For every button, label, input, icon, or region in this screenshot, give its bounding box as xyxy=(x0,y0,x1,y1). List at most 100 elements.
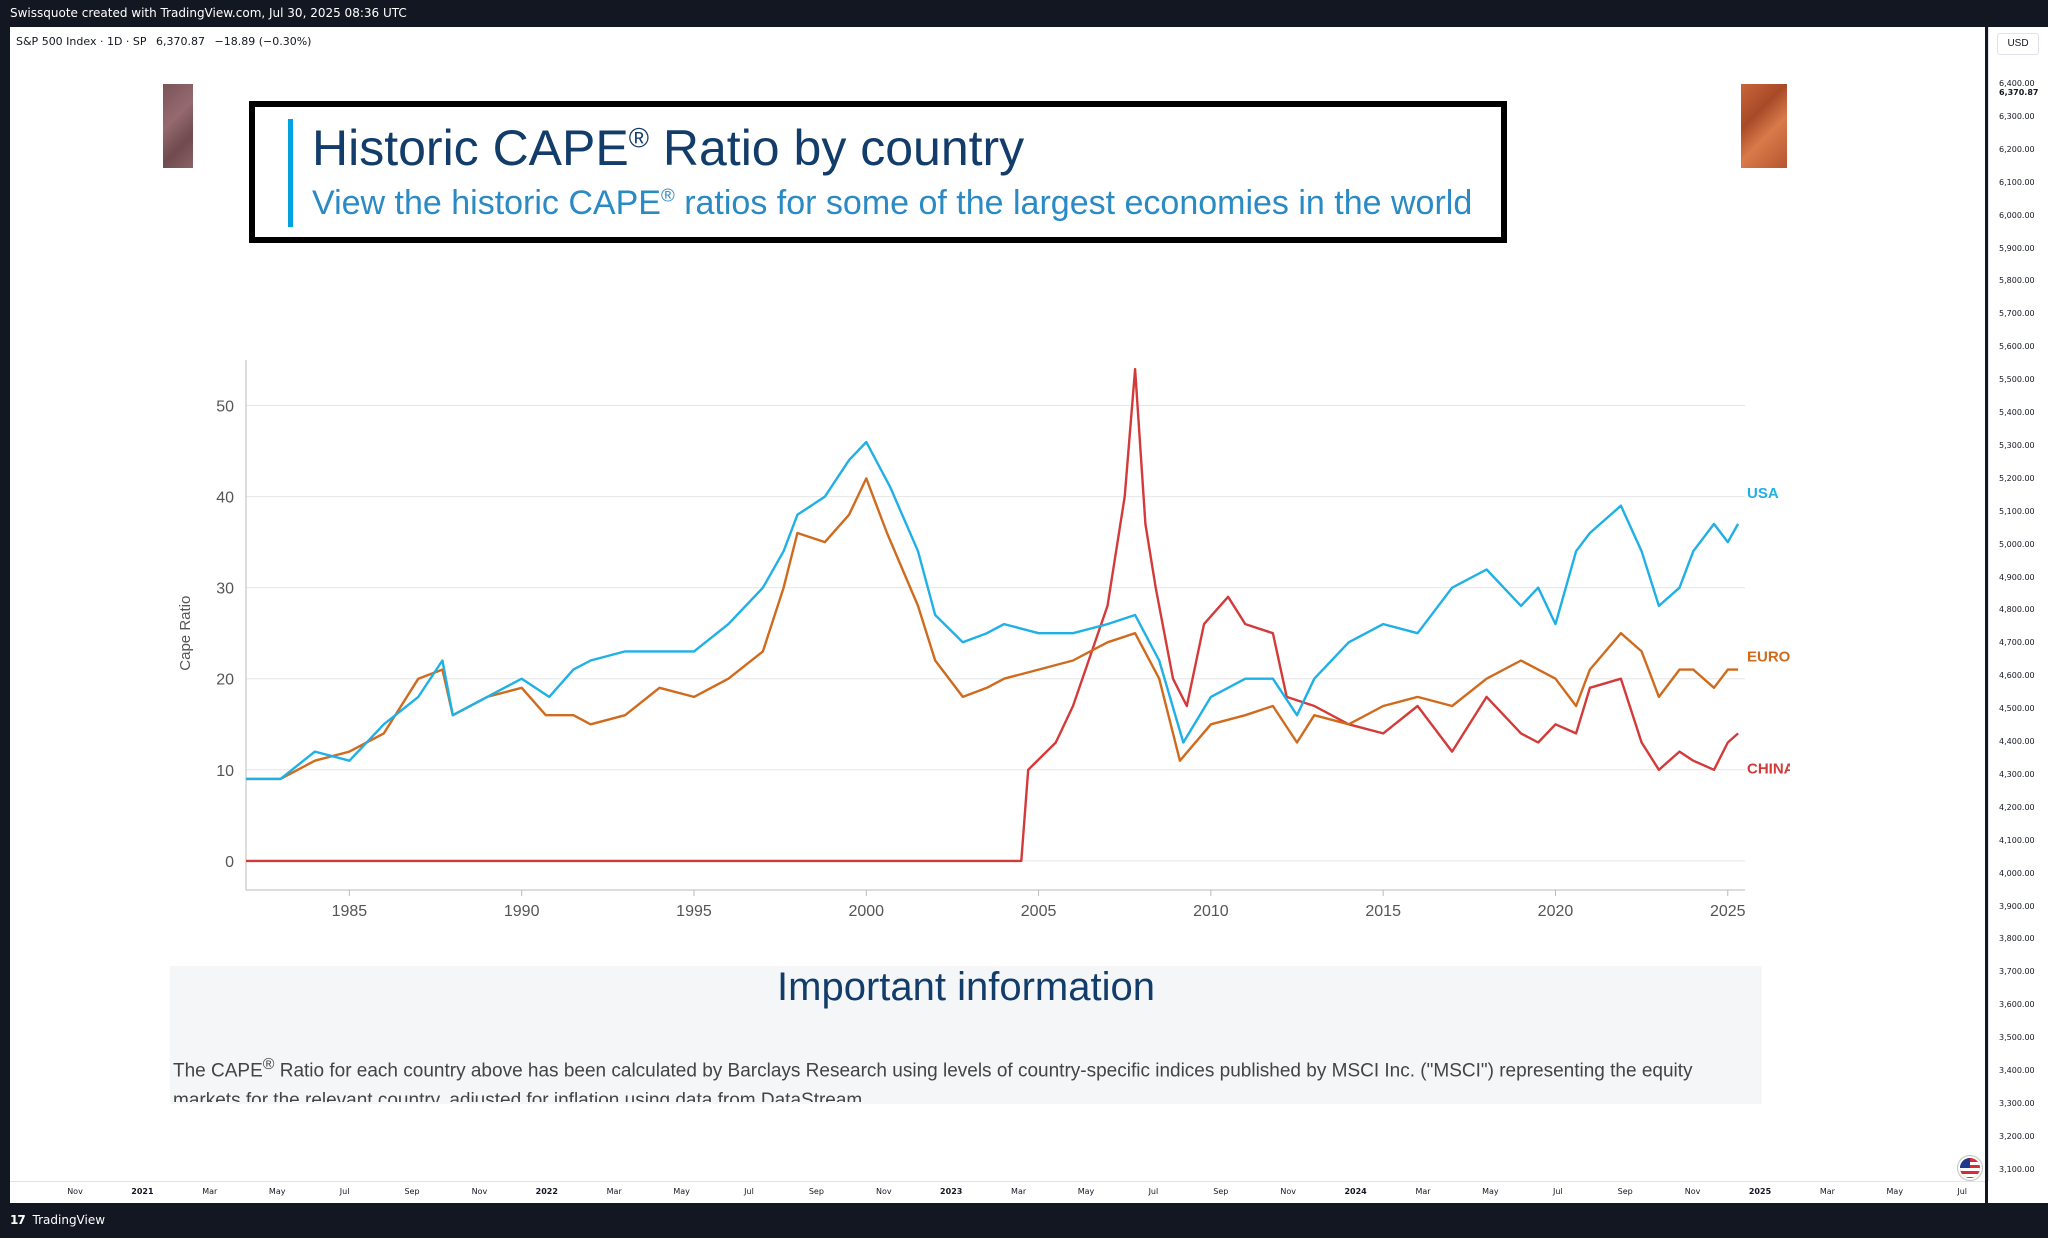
time-tick: May xyxy=(1482,1187,1499,1196)
x-tick-label: 2010 xyxy=(1193,903,1229,920)
decorative-image-right xyxy=(1741,84,1787,168)
price-tick: 5,100.00 xyxy=(1999,506,2035,516)
time-tick: Nov xyxy=(67,1187,83,1196)
time-axis[interactable]: Nov 2021 Mar May Jul Sep Nov 2022 Mar May Jul Sep No… xyxy=(10,1181,1985,1203)
price-tick: 5,000.00 xyxy=(1999,539,2035,549)
us-flag-icon[interactable] xyxy=(1958,1156,1982,1180)
price-tick: 6,370.87 xyxy=(1999,88,2039,97)
title-accent-bar xyxy=(288,119,293,227)
price-tick: 4,400.00 xyxy=(1999,737,2035,746)
chart-caption: Swissquote created with TradingView.com,… xyxy=(0,0,2048,27)
series-label-europe: EUROPE xyxy=(1747,649,1790,666)
tradingview-brand: TradingView xyxy=(32,1213,106,1227)
price-tick: 4,200.00 xyxy=(1999,802,2035,812)
y-tick-label: 0 xyxy=(225,854,234,871)
cape-ratio-chart: 0 10 20 30 40 50 1985 1990 1995 2000 2005 2010 2015 2… xyxy=(177,360,1790,920)
time-tick: May xyxy=(268,1187,286,1196)
cape-subtitle-reg: ® xyxy=(660,184,675,206)
time-tick: May xyxy=(1886,1187,1904,1196)
time-tick: 2024 xyxy=(1344,1187,1367,1196)
cape-title-box: Historic CAPE® Ratio by country View the… xyxy=(249,101,1507,243)
price-tick: 4,700.00 xyxy=(1999,638,2035,648)
price-tick: 4,800.00 xyxy=(1999,605,2035,615)
y-axis-label: Cape Ratio xyxy=(177,596,194,671)
time-tick: Nov xyxy=(875,1187,892,1196)
price-tick: 5,300.00 xyxy=(1999,440,2035,450)
series-label-china: CHINA xyxy=(1747,760,1790,777)
price-tick: 4,900.00 xyxy=(1999,572,2035,582)
axis-corner xyxy=(1988,1181,2048,1203)
series-line-europe xyxy=(246,477,1739,781)
cape-title: Historic CAPE® Ratio by country xyxy=(312,119,1024,177)
y-tick-label: 40 xyxy=(216,490,234,507)
x-tick-label: 2005 xyxy=(1021,903,1057,920)
time-tick: 2025 xyxy=(1748,1187,1772,1196)
price-tick: 5,900.00 xyxy=(1999,243,2035,253)
time-tick: Jul xyxy=(1957,1187,1968,1196)
time-tick: Mar xyxy=(606,1187,622,1196)
x-tick-label: 2015 xyxy=(1365,903,1401,920)
time-tick: May xyxy=(673,1187,690,1196)
time-tick: 2022 xyxy=(535,1187,558,1196)
currency-button[interactable]: USD xyxy=(1997,33,2039,55)
price-tick: 3,600.00 xyxy=(1999,1000,2035,1010)
time-tick: Sep xyxy=(808,1187,824,1196)
time-tick: May xyxy=(1077,1187,1095,1196)
time-tick: Nov xyxy=(471,1187,488,1196)
price-tick: 3,200.00 xyxy=(1999,1131,2035,1141)
price-tick: 3,100.00 xyxy=(1999,1164,2035,1174)
info-text-start: The CAPE xyxy=(173,1060,263,1082)
symbol-name[interactable]: S&P 500 Index · 1D · SP xyxy=(16,35,147,48)
price-tick: 3,900.00 xyxy=(1999,901,2035,911)
info-text-rest: Ratio for each country above has been ca… xyxy=(173,1060,1693,1102)
important-information-panel: Important information The CAPE® Ratio fo… xyxy=(170,966,1762,1104)
time-tick: 2021 xyxy=(131,1187,154,1196)
x-tick-label: 2020 xyxy=(1538,903,1574,920)
time-tick: Mar xyxy=(1819,1187,1835,1196)
cape-subtitle: View the historic CAPE® ratios for some … xyxy=(312,184,1472,223)
series-line-china xyxy=(246,367,1739,863)
x-tick-label: 1985 xyxy=(332,903,368,920)
time-tick: Mar xyxy=(1415,1187,1431,1196)
decorative-image-left xyxy=(163,84,193,168)
price-tick: 4,500.00 xyxy=(1999,704,2035,714)
price-tick: 5,400.00 xyxy=(1999,408,2035,417)
price-tick: 5,200.00 xyxy=(1999,473,2035,483)
y-tick-label: 30 xyxy=(216,581,234,598)
time-tick: Sep xyxy=(404,1187,420,1196)
time-tick: Mar xyxy=(202,1187,218,1196)
price-tick: 4,100.00 xyxy=(1999,835,2035,845)
time-tick: Sep xyxy=(1213,1187,1229,1196)
cape-title-main: Historic CAPE xyxy=(312,120,629,176)
price-tick: 5,700.00 xyxy=(1999,309,2035,319)
time-tick: Jul xyxy=(339,1187,350,1196)
price-tick: 3,500.00 xyxy=(1999,1033,2035,1043)
price-tick: 5,500.00 xyxy=(1999,375,2035,385)
price-tick: 3,300.00 xyxy=(1999,1098,2035,1108)
price-tick: 4,600.00 xyxy=(1999,671,2035,681)
series-line-usa xyxy=(246,440,1740,781)
symbol-legend[interactable]: S&P 500 Index · 1D · SP 6,370.87 −18.89 … xyxy=(16,35,311,48)
x-tick-label: 1995 xyxy=(676,903,712,920)
price-tick: 5,600.00 xyxy=(1999,342,2035,352)
price-tick: 4,000.00 xyxy=(1999,868,2035,878)
cape-subtitle-main: View the historic CAPE xyxy=(312,184,661,222)
tradingview-footer: 17 TradingView xyxy=(0,1203,2048,1238)
price-tick: 5,800.00 xyxy=(1999,276,2035,286)
info-text: The CAPE® Ratio for each country above h… xyxy=(173,1050,1763,1102)
y-tick-label: 50 xyxy=(216,399,234,416)
time-tick: Nov xyxy=(1684,1187,1701,1196)
symbol-change: −18.89 (−0.30%) xyxy=(214,35,312,48)
time-tick: Mar xyxy=(1011,1187,1027,1196)
price-tick: 6,300.00 xyxy=(1999,111,2035,121)
time-tick: Nov xyxy=(1280,1187,1296,1196)
time-tick: 2023 xyxy=(940,1187,963,1196)
time-tick: Jul xyxy=(1552,1187,1563,1196)
price-tick: 6,000.00 xyxy=(1999,210,2035,220)
x-tick-label: 2000 xyxy=(848,903,884,920)
price-tick: 6,200.00 xyxy=(1999,144,2035,154)
tradingview-logo-icon: 17 xyxy=(10,1213,26,1227)
price-axis[interactable]: USD 6,400.00 6,370.87 6,300.00 6,200.00 6,10… xyxy=(1988,27,2048,1181)
cape-title-rest: Ratio by country xyxy=(649,120,1025,176)
price-tick: 6,100.00 xyxy=(1999,177,2035,187)
